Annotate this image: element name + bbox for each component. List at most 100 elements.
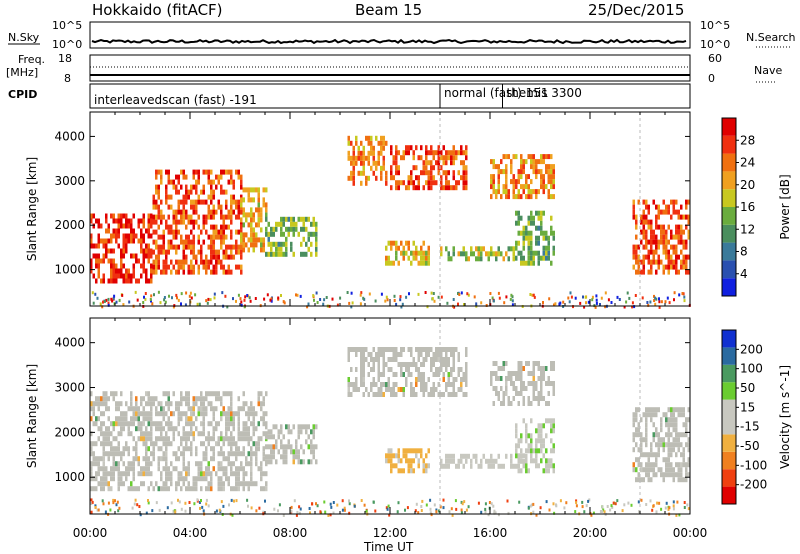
echo-region xyxy=(265,216,318,257)
echo-region xyxy=(240,187,268,253)
colorbar-tick-label: 200 xyxy=(740,342,763,356)
colorbar-tick-label: 4 xyxy=(740,267,748,281)
echo-region xyxy=(90,391,268,492)
power-panel: 4000 3000 2000 1000 Slant Range [km] xyxy=(25,111,691,309)
cpid-segment-label: interleavedscan (fast) -191 xyxy=(94,93,257,107)
echo-region xyxy=(490,361,555,406)
colorbar-swatch xyxy=(722,347,736,365)
colorbar-tick-label: -50 xyxy=(740,439,760,453)
colorbar-swatch xyxy=(722,189,736,207)
colorbar-tick-label: 24 xyxy=(740,156,755,170)
y-tick-label: 1000 xyxy=(54,263,85,277)
colorbar-tick-label: -200 xyxy=(740,478,767,492)
echo-region xyxy=(265,424,318,465)
cpid-label: CPID xyxy=(8,88,37,101)
colorbar-swatch xyxy=(722,364,736,383)
cpid-segment-label: themis 3300 xyxy=(507,86,582,100)
colorbar-label: Velocity [m s^-1] xyxy=(778,365,792,469)
colorbar-swatch xyxy=(722,330,736,348)
colorbar-tick-label: -100 xyxy=(740,458,767,472)
colorbar-swatch xyxy=(722,260,736,279)
colorbar-swatch xyxy=(722,153,736,172)
x-tick-label: 12:00 xyxy=(373,526,408,540)
nsky-right-tick-high: 10^5 xyxy=(700,19,730,32)
y-tick-label: 4000 xyxy=(54,336,85,350)
beam-title: Beam 15 xyxy=(355,1,422,19)
colorbar-tick-label: 50 xyxy=(740,381,755,395)
echo-region xyxy=(347,135,388,186)
y-tick-label: 2000 xyxy=(54,218,85,232)
colorbar-swatch xyxy=(722,434,736,452)
y-tick-label: 3000 xyxy=(54,381,85,395)
nsky-right-tick-low: 10^0 xyxy=(700,38,730,51)
colorbar-tick-label: 28 xyxy=(740,133,755,147)
echo-region xyxy=(632,407,690,483)
cpid-panel xyxy=(89,83,691,109)
nsky-trace xyxy=(91,38,687,45)
nave-tick-high: 60 xyxy=(708,52,722,65)
colorbar-swatch xyxy=(722,278,736,296)
near-range-noise xyxy=(90,498,690,517)
colorbar-frame xyxy=(721,329,737,505)
x-tick-label: 08:00 xyxy=(273,526,308,540)
colorbar-tick-label: 20 xyxy=(740,178,755,192)
colorbar-tick-label: 12 xyxy=(740,222,755,236)
colorbar-swatch xyxy=(722,417,736,435)
cpid-segment-label: normal (fast) 151 xyxy=(444,86,548,100)
x-tick-label: 00:00 xyxy=(673,526,708,540)
echo-region xyxy=(490,154,555,200)
colorbar-swatch xyxy=(722,207,736,225)
date-title: 25/Dec/2015 xyxy=(588,1,684,19)
echo-region xyxy=(515,210,555,266)
y-tick-label: 1000 xyxy=(54,470,85,484)
colorbar-swatch xyxy=(722,399,736,417)
freq-panel xyxy=(89,54,691,82)
colorbar-swatch xyxy=(722,382,736,400)
station-title: Hokkaido (fitACF) xyxy=(92,1,223,19)
echo-region xyxy=(152,169,243,275)
echo-region xyxy=(385,240,430,266)
colorbar-swatch xyxy=(722,451,736,470)
x-tick-label: 20:00 xyxy=(573,526,608,540)
echo-region xyxy=(90,213,153,284)
colorbar-swatch xyxy=(722,171,736,190)
nsky-label: N.Sky xyxy=(8,31,40,44)
freq-tick-high: 18 xyxy=(58,52,72,65)
colorbar-tick-label: -15 xyxy=(740,420,760,434)
colorbar-swatch xyxy=(722,135,736,154)
x-tick-label: 00:00 xyxy=(73,526,108,540)
nsearch-label: N.Search xyxy=(746,31,796,44)
x-axis-label: Time UT xyxy=(363,540,414,554)
x-tick-label: 16:00 xyxy=(473,526,508,540)
colorbar-tick-label: 15 xyxy=(740,400,755,414)
echo-region xyxy=(440,453,528,469)
nsky-panel xyxy=(89,21,691,49)
colorbar-swatch xyxy=(722,224,736,243)
freq-unit: [MHz] xyxy=(6,66,38,79)
echo-region xyxy=(632,199,690,275)
colorbar-swatch xyxy=(722,486,736,504)
y-axis-label: Slant Range [km] xyxy=(25,157,39,261)
colorbar-label: Power [dB] xyxy=(778,174,792,239)
echo-region xyxy=(515,418,555,474)
echo-region xyxy=(385,448,430,474)
nsky-tick-high: 10^5 xyxy=(52,19,82,32)
colorbar-swatch xyxy=(722,242,736,261)
nave-tick-low: 0 xyxy=(708,72,715,85)
echo-region xyxy=(390,145,468,191)
colorbar-swatch xyxy=(722,469,736,487)
colorbar-tick-label: 8 xyxy=(740,245,748,259)
echo-region xyxy=(440,246,515,262)
y-tick-label: 4000 xyxy=(54,129,85,143)
y-axis-label: Slant Range [km] xyxy=(25,364,39,468)
freq-label: Freq. xyxy=(18,53,45,66)
y-tick-label: 2000 xyxy=(54,425,85,439)
colorbar-swatch xyxy=(722,118,736,136)
colorbar-tick-label: 16 xyxy=(740,200,755,214)
velocity-panel: 4000 3000 2000 1000 Slant Range [km] xyxy=(25,317,691,517)
x-tick-label: 04:00 xyxy=(173,526,208,540)
y-tick-label: 3000 xyxy=(54,174,85,188)
echo-region xyxy=(347,347,468,397)
colorbar-tick-label: 100 xyxy=(740,362,763,376)
